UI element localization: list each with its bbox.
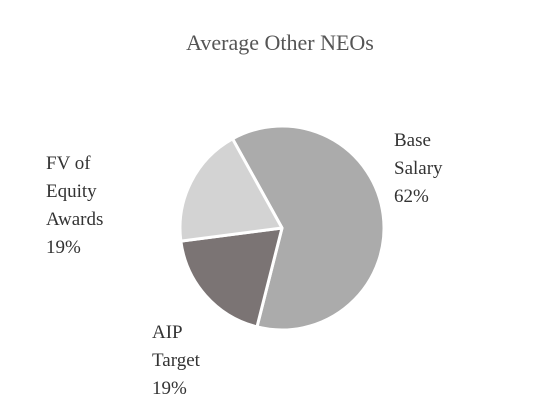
pie-slice-fv-of-equity-awards — [178, 137, 284, 243]
chart-title: Average Other NEOs — [186, 30, 374, 55]
slice-label-aip-target: AIP Target 19% — [152, 322, 201, 399]
slice-labels: Base Salary 62% AIP Target 19% FV of Equity Awar… — [46, 130, 443, 399]
slice-label-fv-of-equity-awards: FV of Equity Awards 19% — [46, 153, 103, 258]
slice-label-base-salary: Base Salary 62% — [394, 130, 443, 207]
pie-slices — [178, 124, 386, 332]
pie-slice-aip-target — [179, 226, 284, 329]
